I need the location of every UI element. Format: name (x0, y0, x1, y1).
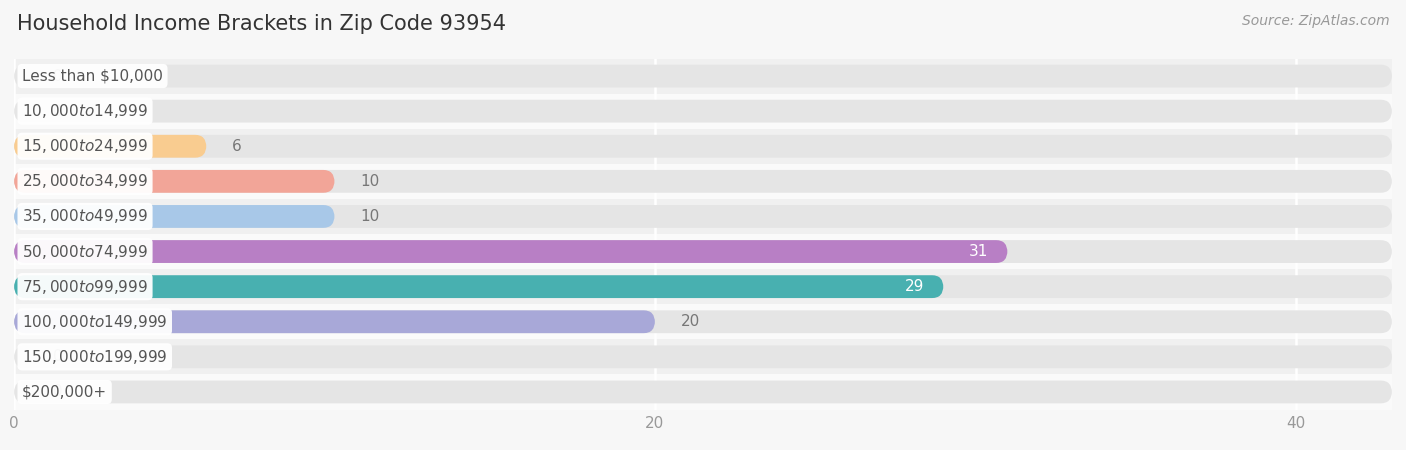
FancyBboxPatch shape (14, 381, 1392, 403)
Text: 31: 31 (969, 244, 988, 259)
Text: $10,000 to $14,999: $10,000 to $14,999 (22, 102, 148, 120)
Bar (14, 199, 1392, 234)
Text: $15,000 to $24,999: $15,000 to $24,999 (22, 137, 148, 155)
Bar (14, 234, 1392, 269)
Text: 10: 10 (360, 209, 380, 224)
FancyBboxPatch shape (14, 310, 655, 333)
Text: 29: 29 (904, 279, 924, 294)
FancyBboxPatch shape (14, 65, 1392, 87)
Text: $35,000 to $49,999: $35,000 to $49,999 (22, 207, 148, 225)
FancyBboxPatch shape (14, 135, 207, 158)
Text: $50,000 to $74,999: $50,000 to $74,999 (22, 243, 148, 261)
Bar (14, 94, 1392, 129)
FancyBboxPatch shape (14, 240, 1392, 263)
Text: 0: 0 (52, 68, 62, 84)
Text: $25,000 to $34,999: $25,000 to $34,999 (22, 172, 148, 190)
Text: 0: 0 (52, 349, 62, 364)
FancyBboxPatch shape (14, 275, 1392, 298)
Text: 0: 0 (52, 384, 62, 400)
FancyBboxPatch shape (14, 310, 1392, 333)
Text: 0: 0 (52, 104, 62, 119)
Text: Household Income Brackets in Zip Code 93954: Household Income Brackets in Zip Code 93… (17, 14, 506, 33)
Bar (14, 129, 1392, 164)
Text: 6: 6 (232, 139, 242, 154)
FancyBboxPatch shape (14, 170, 1392, 193)
Bar (14, 164, 1392, 199)
FancyBboxPatch shape (14, 275, 943, 298)
FancyBboxPatch shape (14, 170, 335, 193)
Text: Source: ZipAtlas.com: Source: ZipAtlas.com (1241, 14, 1389, 27)
Text: $75,000 to $99,999: $75,000 to $99,999 (22, 278, 148, 296)
Bar (14, 269, 1392, 304)
Text: $150,000 to $199,999: $150,000 to $199,999 (22, 348, 167, 366)
FancyBboxPatch shape (14, 135, 1392, 158)
Text: 20: 20 (681, 314, 700, 329)
FancyBboxPatch shape (14, 240, 1008, 263)
Bar (14, 339, 1392, 374)
FancyBboxPatch shape (14, 205, 1392, 228)
FancyBboxPatch shape (14, 346, 1392, 368)
Bar (14, 374, 1392, 410)
FancyBboxPatch shape (14, 205, 335, 228)
FancyBboxPatch shape (14, 100, 1392, 122)
Text: $200,000+: $200,000+ (22, 384, 107, 400)
Text: 10: 10 (360, 174, 380, 189)
Text: Less than $10,000: Less than $10,000 (22, 68, 163, 84)
Text: $100,000 to $149,999: $100,000 to $149,999 (22, 313, 167, 331)
Bar (14, 304, 1392, 339)
Bar (14, 58, 1392, 94)
